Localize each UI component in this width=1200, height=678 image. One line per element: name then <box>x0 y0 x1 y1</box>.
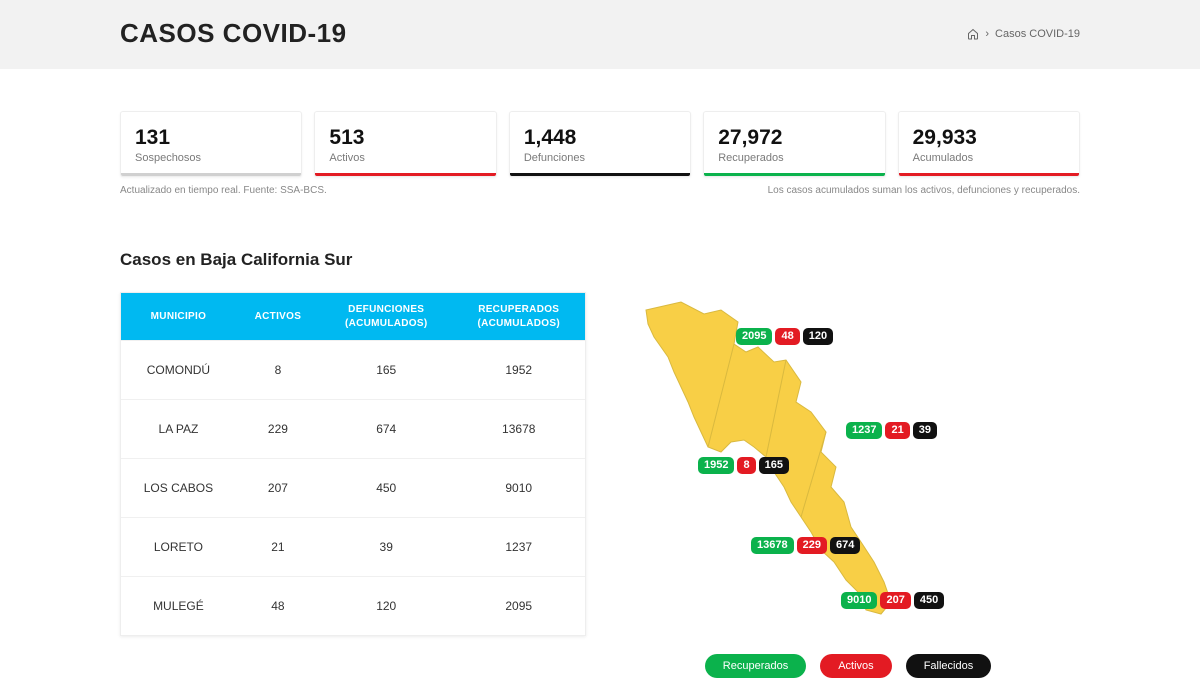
legend-activos: Activos <box>820 654 891 678</box>
pin-fallecidos: 39 <box>913 422 937 439</box>
table-cell: 207 <box>236 459 320 518</box>
table-cell: 120 <box>320 577 452 636</box>
table-cell: LA PAZ <box>121 400 236 459</box>
table-row: LOS CABOS2074509010 <box>121 459 585 518</box>
table-row: MULEGÉ481202095 <box>121 577 585 636</box>
breadcrumb-sep: › <box>985 28 989 40</box>
stat-label: Activos <box>329 152 481 164</box>
pin-activos: 8 <box>737 457 755 474</box>
table-cell: LORETO <box>121 518 236 577</box>
stat-card: 29,933 Acumulados <box>898 111 1080 177</box>
table-row: LA PAZ22967413678 <box>121 400 585 459</box>
stat-card: 27,972 Recuperados <box>703 111 885 177</box>
stat-label: Acumulados <box>913 152 1065 164</box>
cases-table: MUNICIPIOACTIVOSDEFUNCIONES(ACUMULADOS)R… <box>120 292 586 636</box>
page-header: CASOS COVID-19 › Casos COVID-19 <box>0 0 1200 69</box>
table-cell: 165 <box>320 341 452 400</box>
stat-underline <box>121 173 301 176</box>
map-pin: 13678229674 <box>751 537 860 554</box>
page-title: CASOS COVID-19 <box>120 18 347 49</box>
pin-activos: 48 <box>775 328 799 345</box>
table-cell: LOS CABOS <box>121 459 236 518</box>
map-legend: Recuperados Activos Fallecidos <box>616 654 1080 678</box>
stat-label: Defunciones <box>524 152 676 164</box>
table-row: COMONDÚ81651952 <box>121 341 585 400</box>
breadcrumb-current: Casos COVID-19 <box>995 28 1080 40</box>
stat-card: 513 Activos <box>314 111 496 177</box>
table-cell: 8 <box>236 341 320 400</box>
stat-value: 1,448 <box>524 126 676 150</box>
stat-label: Sospechosos <box>135 152 287 164</box>
note-right: Los casos acumulados suman los activos, … <box>768 185 1080 196</box>
table-cell: 674 <box>320 400 452 459</box>
pin-fallecidos: 674 <box>830 537 860 554</box>
table-cell: 1952 <box>452 341 585 400</box>
stat-cards-row: 131 Sospechosos 513 Activos 1,448 Defunciones… <box>120 111 1080 177</box>
stat-underline <box>704 173 884 176</box>
table-cell: COMONDÚ <box>121 341 236 400</box>
stat-value: 29,933 <box>913 126 1065 150</box>
table-cell: 9010 <box>452 459 585 518</box>
breadcrumb[interactable]: › Casos COVID-19 <box>967 28 1080 40</box>
table-cell: 229 <box>236 400 320 459</box>
pin-fallecidos: 165 <box>759 457 789 474</box>
table-header: ACTIVOS <box>236 293 320 341</box>
pin-recuperados: 1237 <box>846 422 882 439</box>
section-title: Casos en Baja California Sur <box>120 250 1080 270</box>
pin-recuperados: 1952 <box>698 457 734 474</box>
table-header: RECUPERADOS(ACUMULADOS) <box>452 293 585 341</box>
stat-card: 131 Sospechosos <box>120 111 302 177</box>
notes-row: Actualizado en tiempo real. Fuente: SSA-… <box>120 185 1080 196</box>
table-header: MUNICIPIO <box>121 293 236 341</box>
table-cell: 2095 <box>452 577 585 636</box>
stat-label: Recuperados <box>718 152 870 164</box>
table-cell: 1237 <box>452 518 585 577</box>
map-column: 209548120 12372139 19528165 13678229674 9010… <box>616 292 1080 672</box>
table-cell: 48 <box>236 577 320 636</box>
table-cell: 39 <box>320 518 452 577</box>
pin-recuperados: 2095 <box>736 328 772 345</box>
home-icon <box>967 28 979 40</box>
note-left: Actualizado en tiempo real. Fuente: SSA-… <box>120 185 327 196</box>
stat-value: 27,972 <box>718 126 870 150</box>
stat-value: 513 <box>329 126 481 150</box>
map-pin: 19528165 <box>698 457 789 474</box>
stat-underline <box>510 173 690 176</box>
pin-activos: 21 <box>885 422 909 439</box>
table-cell: MULEGÉ <box>121 577 236 636</box>
map-pin: 12372139 <box>846 422 937 439</box>
stat-card: 1,448 Defunciones <box>509 111 691 177</box>
table-cell: 450 <box>320 459 452 518</box>
map-pin: 9010207450 <box>841 592 944 609</box>
pin-fallecidos: 120 <box>803 328 833 345</box>
pin-recuperados: 9010 <box>841 592 877 609</box>
stat-value: 131 <box>135 126 287 150</box>
legend-fallecidos: Fallecidos <box>906 654 992 678</box>
pin-fallecidos: 450 <box>914 592 944 609</box>
stat-underline <box>899 173 1079 176</box>
table-cell: 21 <box>236 518 320 577</box>
table-cell: 13678 <box>452 400 585 459</box>
map-pin: 209548120 <box>736 328 833 345</box>
stat-underline <box>315 173 495 176</box>
table-header: DEFUNCIONES(ACUMULADOS) <box>320 293 452 341</box>
table-row: LORETO21391237 <box>121 518 585 577</box>
pin-activos: 207 <box>880 592 910 609</box>
pin-activos: 229 <box>797 537 827 554</box>
pin-recuperados: 13678 <box>751 537 794 554</box>
legend-recuperados: Recuperados <box>705 654 806 678</box>
